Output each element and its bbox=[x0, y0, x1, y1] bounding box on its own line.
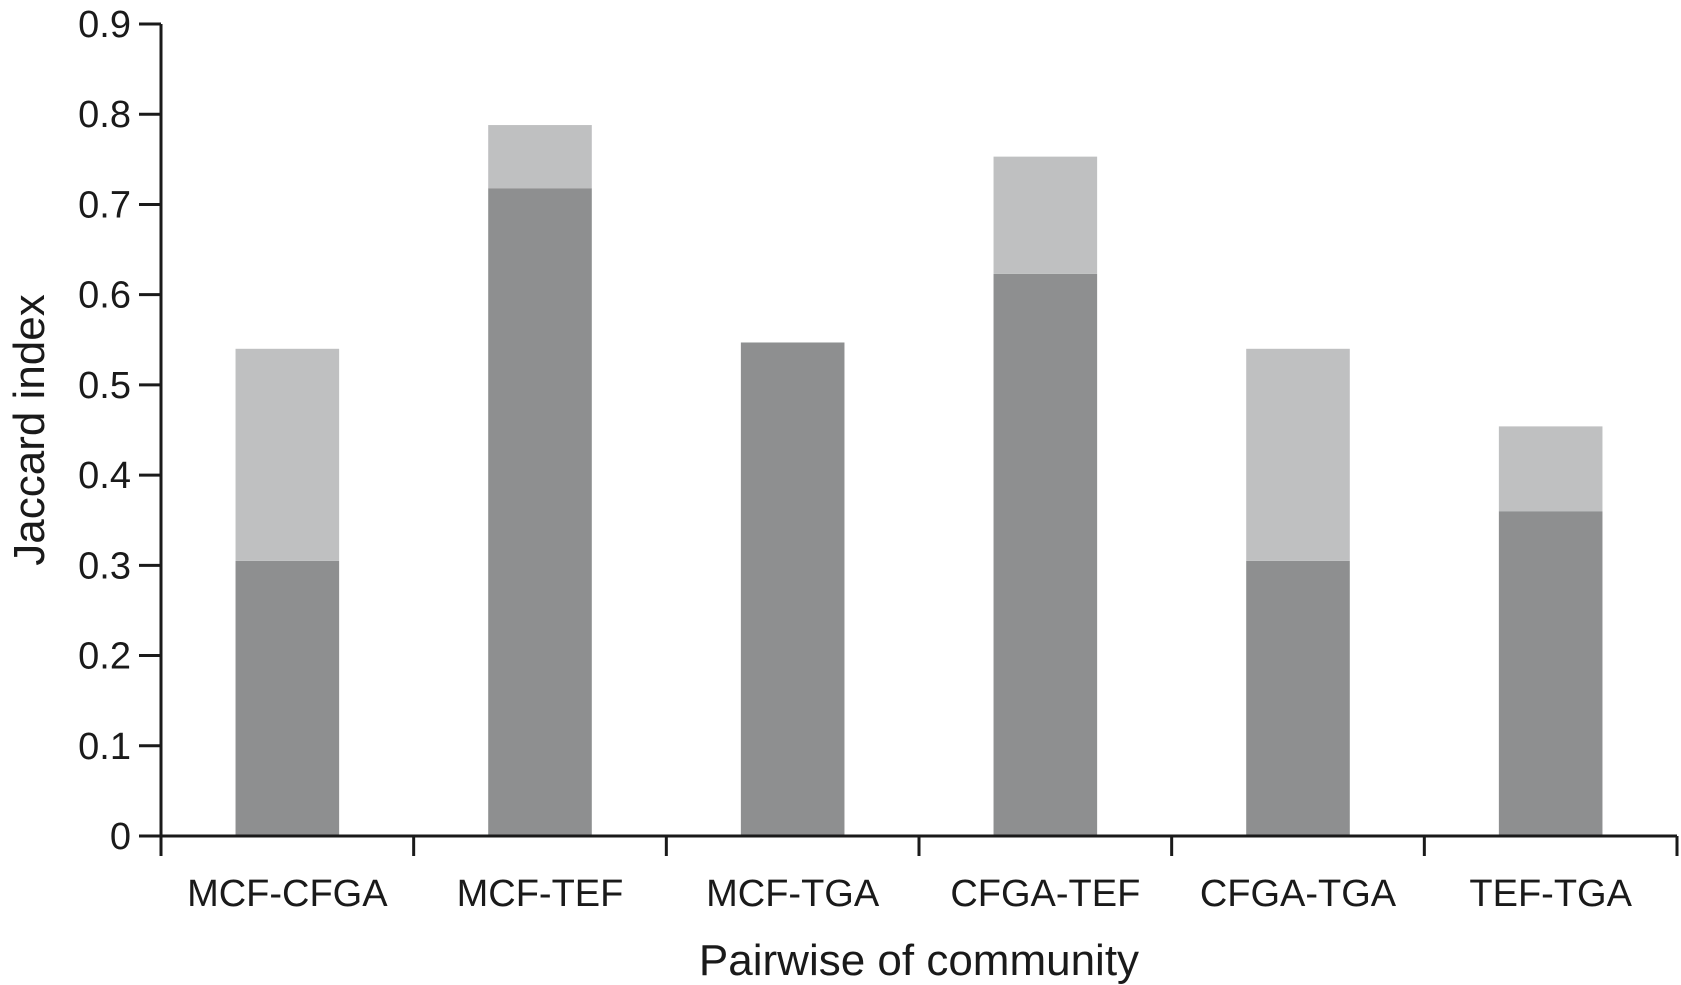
x-ticks-group: MCF-CFGA MCF-TEF MCF-TGA CFGA-TEF CFGA-TGA TE… bbox=[159, 836, 1679, 915]
y-tick-label: 0.7 bbox=[78, 184, 131, 226]
y-tick-label: 0.9 bbox=[78, 4, 131, 46]
x-tick-label: MCF-TEF bbox=[457, 873, 624, 915]
y-tick-label: 0.4 bbox=[78, 455, 131, 497]
y-ticks-group: 0 0.1 0.2 0.3 0.4 0.5 0.6 0.7 0.8 0.9 bbox=[78, 4, 161, 858]
y-tick-label: 0.2 bbox=[78, 636, 131, 678]
bar-segment-mcf-tef-lower bbox=[488, 188, 592, 836]
bar-segment-tef-tga-lower bbox=[1498, 511, 1603, 836]
bar-segment-cfga-tga-lower bbox=[1246, 560, 1350, 836]
y-tick-label: 0.6 bbox=[78, 275, 131, 317]
bar-segment-mcf-cfga-lower bbox=[235, 560, 340, 836]
y-tick-label: 0.8 bbox=[78, 94, 131, 136]
y-axis-title: Jaccard index bbox=[5, 294, 54, 565]
bar-segment-mcf-cfga-upper bbox=[235, 348, 340, 561]
x-tick-label: CFGA-TGA bbox=[1200, 873, 1397, 915]
bar-segment-cfga-tef-lower bbox=[993, 273, 1098, 837]
bar-segment-cfga-tef-upper bbox=[993, 156, 1098, 274]
bar-segment-mcf-tef-upper bbox=[488, 125, 592, 189]
bar-segment-tef-tga-upper bbox=[1498, 426, 1603, 512]
y-tick-label: 0 bbox=[110, 816, 131, 858]
x-tick-label: CFGA-TEF bbox=[950, 873, 1140, 915]
bar-segment-cfga-tga-upper bbox=[1246, 348, 1350, 561]
x-axis-title: Pairwise of community bbox=[699, 936, 1139, 985]
x-tick-label: MCF-CFGA bbox=[187, 873, 388, 915]
y-tick-label: 0.5 bbox=[78, 365, 131, 407]
x-tick-label: MCF-TGA bbox=[706, 873, 880, 915]
bar-segment-mcf-tga-lower bbox=[740, 342, 845, 836]
x-tick-label: TEF-TGA bbox=[1469, 873, 1632, 915]
y-tick-label: 0.1 bbox=[78, 726, 131, 768]
y-tick-label: 0.3 bbox=[78, 545, 131, 587]
bars-group bbox=[235, 125, 1603, 837]
